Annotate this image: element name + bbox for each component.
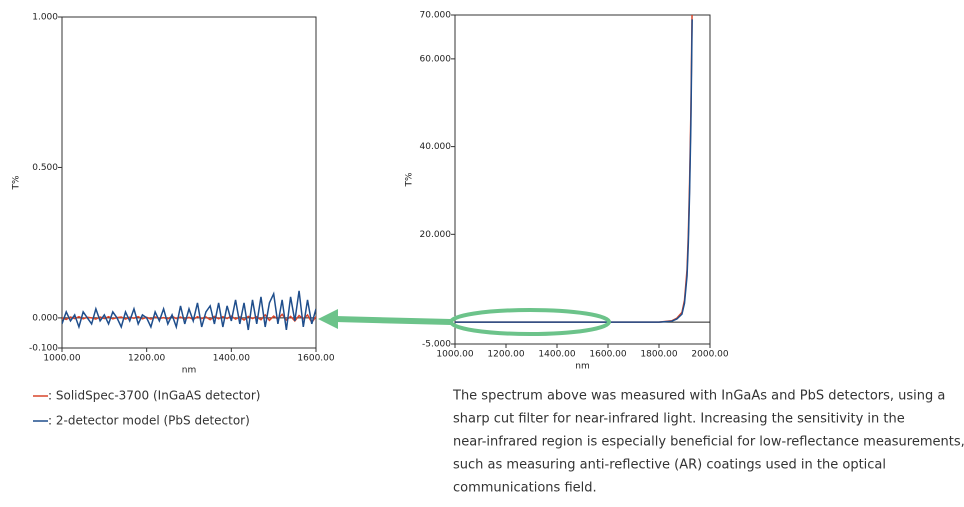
x-tick-label: 1200.00 xyxy=(128,354,165,364)
caption-line: sharp cut filter for near-infrared light… xyxy=(453,412,905,427)
x-tick-label: 1000.00 xyxy=(43,354,80,364)
y-tick-label: 70.000 xyxy=(420,11,452,21)
plot-lines xyxy=(62,290,316,331)
series-line xyxy=(455,19,693,323)
y-axis-label: T% xyxy=(405,172,415,187)
arrow-shaft xyxy=(334,316,452,325)
y-tick-label: -0.100 xyxy=(29,344,58,354)
arrow-head xyxy=(318,309,338,329)
x-tick-label: 1000.00 xyxy=(436,350,473,360)
y-tick-label: 0.500 xyxy=(32,163,58,173)
caption-line: such as measuring anti-reflective (AR) c… xyxy=(453,458,886,473)
caption-line: near-infrared region is especially benef… xyxy=(453,435,964,450)
y-tick-label: 40.000 xyxy=(420,142,452,152)
y-tick-label: 20.000 xyxy=(420,230,452,240)
x-tick-label: 1600.00 xyxy=(589,350,626,360)
x-tick-label: 1400.00 xyxy=(213,354,250,364)
x-tick-label: 2000.00 xyxy=(691,350,728,360)
y-tick-label: 1.000 xyxy=(32,13,58,23)
series-line xyxy=(62,313,316,324)
legend-label: : 2-detector model (PbS detector) xyxy=(48,414,250,428)
x-axis-label: nm xyxy=(575,362,589,372)
plot-frame xyxy=(61,16,317,349)
caption-line: The spectrum above was measured with InG… xyxy=(452,389,945,404)
y-tick-label: 60.000 xyxy=(420,54,452,64)
caption-line: communications field. xyxy=(453,481,597,496)
x-tick-label: 1800.00 xyxy=(640,350,677,360)
series-line xyxy=(62,290,316,331)
plot-lines xyxy=(455,15,693,323)
x-tick-label: 1600.00 xyxy=(297,354,334,364)
y-tick-label: 0.000 xyxy=(32,313,58,323)
x-axis-label: nm xyxy=(182,366,196,376)
y-tick-label: -5.000 xyxy=(422,340,451,350)
plot-frame xyxy=(454,14,711,345)
x-tick-label: 1400.00 xyxy=(538,350,575,360)
y-axis-label: T% xyxy=(12,175,22,190)
legend-label: : SolidSpec-3700 (InGaAS detector) xyxy=(48,389,260,403)
series-line xyxy=(455,15,693,323)
x-tick-label: 1200.00 xyxy=(487,350,524,360)
